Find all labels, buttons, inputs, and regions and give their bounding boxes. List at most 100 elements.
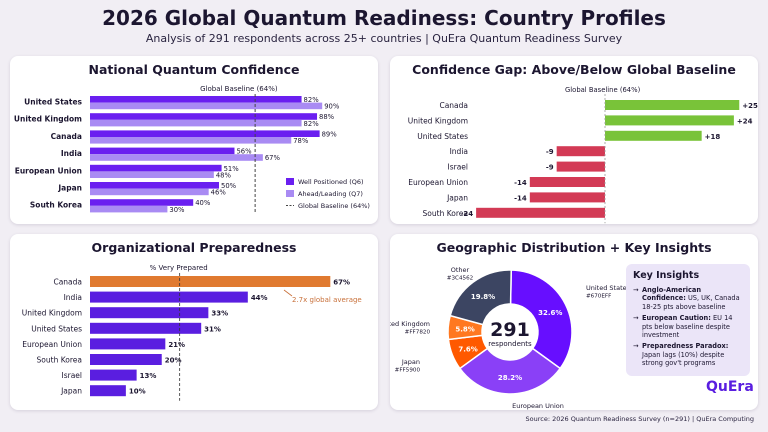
value-label: 51% (224, 165, 240, 173)
insight-item: → Anglo-American Confidence: US, UK, Can… (633, 286, 743, 311)
annotation-pointer (283, 289, 293, 297)
value-label: 82% (304, 120, 320, 128)
legend-swatch (286, 190, 294, 197)
reference-label: % Very Prepared (150, 264, 208, 272)
confidence-gap-panel: Confidence Gap: Above/Below Global Basel… (390, 56, 758, 224)
bar-ahead-leading (90, 119, 302, 127)
geographic-panel: Geographic Distribution + Key Insights 3… (378, 234, 758, 418)
preparedness-bar (90, 354, 162, 365)
category-label: United States (417, 132, 468, 141)
legend-label: Global Baseline (64%) (298, 202, 370, 210)
value-label: 10% (129, 388, 146, 396)
slice-code-label: #670EFF (586, 294, 611, 300)
value-label: 90% (324, 103, 340, 111)
bar-well-positioned (90, 164, 222, 172)
confidence-gap-title: Confidence Gap: Above/Below Global Basel… (412, 62, 736, 77)
slice-value-label: 32.6% (538, 309, 562, 317)
value-label: -14 (514, 194, 527, 202)
value-label: 67% (265, 154, 281, 162)
value-label: 89% (322, 130, 338, 138)
bar-ahead-leading (90, 171, 214, 178)
insight-head: Anglo-American Confidence: (642, 286, 702, 303)
geographic-donut-chart: 32.6% United States #670EFF 28.2% European U… (378, 266, 631, 418)
national-confidence-chart: Global Baseline (64%) United States 82% 90%… (14, 85, 370, 214)
slice-code-label: #FF7820 (405, 330, 431, 336)
value-label: -24 (460, 210, 473, 218)
value-label: 46% (211, 189, 227, 197)
center-label: respondents (488, 340, 532, 348)
insight-item: → Preparedness Paradox: Japan lags (10%)… (633, 342, 743, 367)
category-label: Japan (446, 193, 468, 202)
category-label: Canada (51, 132, 82, 141)
value-label: -9 (546, 164, 554, 172)
gap-bar (605, 115, 734, 126)
slice-code-label: #3C4562 (447, 276, 473, 282)
gap-bar (529, 177, 605, 187)
slice-value-label: 28.2% (498, 374, 522, 382)
preparedness-bar (90, 291, 248, 303)
value-label: 13% (140, 372, 157, 380)
org-preparedness-title: Organizational Preparedness (91, 240, 297, 255)
value-label: -9 (546, 148, 554, 156)
donut-slice (458, 347, 562, 395)
legend-swatch (286, 178, 294, 185)
donut-slice (449, 269, 513, 326)
category-label: United States (31, 324, 82, 333)
category-label: United States (24, 98, 82, 107)
slice-code-label: #FF5900 (395, 368, 421, 374)
value-label: 88% (319, 113, 335, 121)
category-label: United Kingdom (408, 116, 468, 125)
preparedness-bar (90, 307, 209, 319)
geographic-title: Geographic Distribution + Key Insights (436, 240, 712, 255)
slice-value-label: 7.6% (458, 345, 477, 353)
value-label: 20% (165, 357, 182, 365)
preparedness-bar (90, 338, 166, 350)
category-label: Canada (439, 101, 468, 110)
bar-well-positioned (90, 113, 318, 120)
slice-value-label: 19.8% (471, 293, 495, 301)
gap-bar (556, 161, 605, 172)
value-label: 30% (169, 206, 185, 214)
category-label: India (61, 149, 82, 158)
value-label: 78% (293, 137, 309, 145)
annotation-label: 2.7x global average (292, 296, 362, 304)
category-label: South Korea (30, 201, 82, 210)
bar-ahead-leading (90, 188, 209, 196)
category-label: European Union (408, 178, 468, 187)
bar-ahead-leading (90, 205, 168, 213)
bar-ahead-leading (90, 102, 323, 110)
key-insights-box: Key Insights → Anglo-American Confidence… (626, 264, 750, 376)
insight-body: Japan lags (10%) despite strong gov't pr… (642, 350, 725, 368)
slice-value-label: 5.8% (455, 326, 474, 334)
category-label: South Korea (37, 356, 82, 365)
slice-name-label: European Union (512, 402, 564, 410)
category-label: Canada (53, 278, 82, 287)
legend-label: Well Positioned (Q6) (298, 178, 364, 186)
value-label: 48% (216, 171, 232, 179)
center-value: 291 (490, 319, 530, 341)
gap-bar (529, 192, 605, 203)
value-label: 67% (333, 279, 350, 287)
value-label: 40% (195, 199, 211, 207)
value-label: 56% (236, 148, 252, 156)
category-label: United Kingdom (14, 115, 82, 124)
preparedness-bar (90, 322, 202, 334)
arrow-icon: → (633, 342, 639, 351)
preparedness-bar (90, 276, 331, 287)
value-label: -14 (514, 179, 527, 187)
value-label: 44% (251, 294, 268, 302)
donut-slice (509, 269, 573, 370)
source-note: Source: 2026 Quantum Readiness Survey (n… (525, 415, 755, 423)
insight-body: US, UK, Canada 18-25 pts above baseline (642, 294, 740, 311)
preparedness-bar (90, 385, 126, 397)
slice-name-label: United Kingdom (390, 320, 430, 328)
national-confidence-panel: National Quantum Confidence Global Basel… (10, 56, 378, 224)
category-label: Israel (448, 163, 469, 172)
legend-label: Ahead/Leading (Q7) (298, 190, 363, 198)
confidence-gap-chart: Global Baseline (64%) Canada +25 United Kin… (408, 86, 758, 224)
insight-item: → European Caution: EU 14 pts below base… (633, 314, 743, 339)
gap-bar (605, 130, 702, 141)
category-label: India (64, 293, 82, 302)
arrow-icon: → (633, 286, 639, 294)
category-label: United Kingdom (22, 309, 82, 318)
